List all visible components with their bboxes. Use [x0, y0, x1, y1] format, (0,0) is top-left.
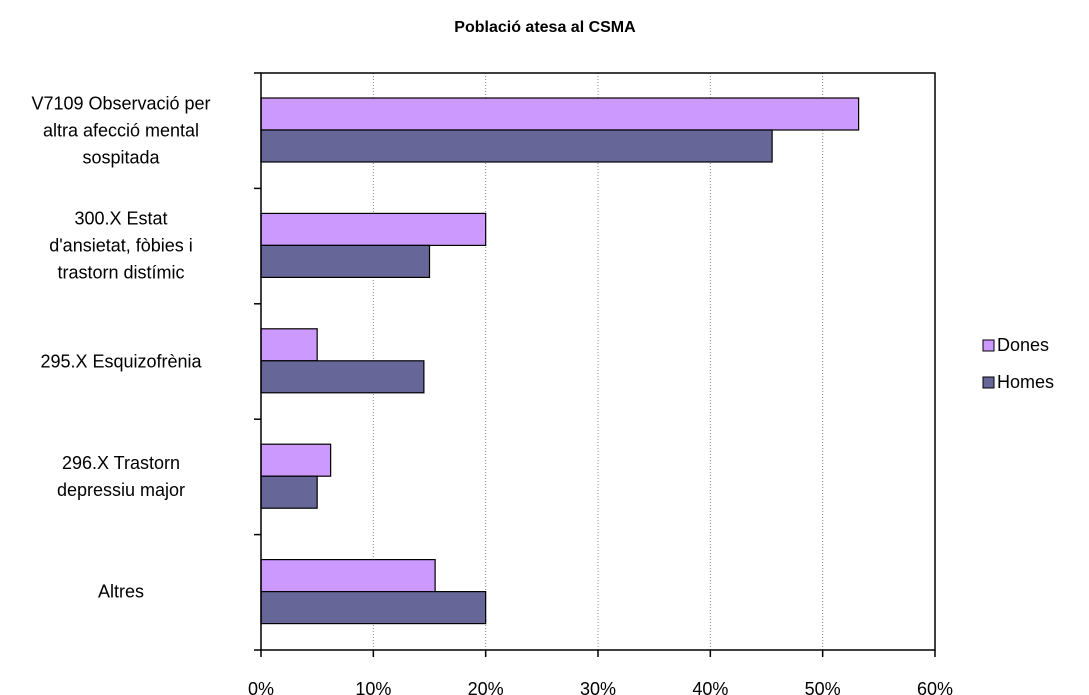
x-tick-label: 30%	[580, 679, 616, 695]
bar	[260, 475, 318, 509]
legend-swatch	[982, 376, 995, 389]
bar	[260, 212, 487, 246]
x-tick-label: 60%	[917, 679, 953, 695]
y-tick-label: 300.X Estat d'ansietat, fòbies i trastor…	[49, 208, 193, 283]
x-tick-label: 20%	[468, 679, 504, 695]
y-tick-label: 296.X Trastorn depressiu major	[56, 452, 186, 500]
y-tick-label: V7109 Observació per altra afecció menta…	[31, 93, 211, 168]
bar	[260, 590, 487, 625]
x-tick-label: 40%	[692, 679, 728, 695]
bar	[260, 328, 318, 362]
bar	[260, 244, 431, 278]
plot-border	[260, 72, 936, 651]
legend-label: Homes	[997, 372, 1054, 392]
bar	[260, 129, 773, 163]
bar	[260, 97, 860, 131]
x-tick-label: 0%	[248, 679, 274, 695]
bar	[260, 360, 425, 394]
x-tick-label: 10%	[355, 679, 391, 695]
chart-title: Població atesa al CSMA	[454, 19, 636, 36]
x-tick-label: 50%	[805, 679, 841, 695]
y-tick-label: Altres	[97, 581, 144, 602]
legend-label: Dones	[997, 335, 1049, 355]
legend-swatch	[982, 339, 995, 352]
bar	[260, 558, 436, 593]
bar	[260, 443, 332, 477]
y-tick-label: 295.X Esquizofrènia	[40, 351, 202, 371]
